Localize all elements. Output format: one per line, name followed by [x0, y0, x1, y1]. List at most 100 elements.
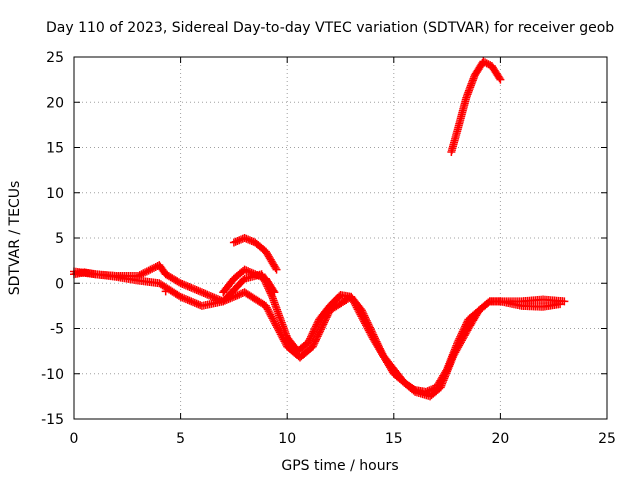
- data-point: [256, 272, 265, 281]
- data-point: [194, 286, 203, 295]
- data-point: [315, 328, 324, 337]
- data-point: [349, 296, 358, 305]
- data-point: [185, 283, 194, 292]
- data-point: [275, 328, 284, 337]
- data-point: [237, 235, 246, 244]
- data-point: [181, 281, 190, 290]
- data-point: [262, 303, 271, 312]
- series-track-b: [70, 267, 565, 401]
- data-point: [358, 314, 367, 323]
- data-point: [265, 308, 274, 317]
- data-point: [176, 292, 185, 301]
- data-point: [263, 305, 272, 314]
- data-point: [245, 236, 254, 245]
- data-point: [267, 312, 276, 321]
- data-point: [235, 290, 244, 299]
- data-point: [347, 292, 356, 301]
- data-point: [348, 294, 357, 303]
- y-tick-label: 25: [46, 50, 64, 66]
- data-point: [278, 333, 287, 342]
- data-point: [242, 234, 251, 243]
- data-point: [320, 318, 329, 327]
- data-point: [304, 338, 313, 347]
- data-point: [309, 340, 318, 349]
- data-point: [270, 317, 279, 326]
- data-point: [350, 299, 359, 308]
- x-tick-label: 0: [70, 431, 79, 447]
- series-track-f: [447, 57, 505, 157]
- data-point: [281, 339, 290, 348]
- x-tick-label: 20: [491, 431, 509, 447]
- data-point: [362, 322, 371, 331]
- data-point: [244, 235, 253, 244]
- data-point: [322, 313, 331, 322]
- data-point: [261, 301, 270, 310]
- data-point: [197, 288, 206, 297]
- data-point: [272, 321, 281, 330]
- data-point: [360, 317, 369, 326]
- data-point: [354, 306, 363, 315]
- data-point: [229, 238, 238, 247]
- data-point: [556, 300, 565, 309]
- data-point: [310, 339, 319, 348]
- data-point: [316, 327, 325, 336]
- data-point: [208, 292, 217, 301]
- data-point: [306, 334, 315, 343]
- data-point: [364, 326, 373, 335]
- y-tick-label: -5: [50, 322, 64, 338]
- data-point: [323, 311, 332, 320]
- data-point: [247, 237, 256, 246]
- data-point: [190, 285, 199, 294]
- x-tick-label: 25: [598, 431, 616, 447]
- data-point: [351, 301, 360, 310]
- data-point: [240, 234, 249, 242]
- data-point: [222, 295, 231, 304]
- data-point: [305, 336, 314, 345]
- chart-title: Day 110 of 2023, Sidereal Day-to-day VTE…: [46, 20, 614, 36]
- data-point: [313, 332, 322, 341]
- data-point: [233, 291, 242, 300]
- data-point: [242, 266, 251, 275]
- data-point: [264, 307, 273, 316]
- data-point: [192, 299, 201, 308]
- data-point: [201, 289, 210, 298]
- data-point: [205, 291, 214, 300]
- x-tick-label: 10: [278, 431, 296, 447]
- data-point: [189, 298, 198, 307]
- data-point: [161, 287, 170, 296]
- data-point: [266, 310, 275, 319]
- data-point: [196, 287, 205, 296]
- data-point: [139, 269, 148, 278]
- data-point: [178, 280, 187, 289]
- data-point: [307, 331, 316, 340]
- data-point: [352, 303, 361, 312]
- x-axis-label: GPS time / hours: [281, 458, 398, 474]
- data-point: [560, 297, 569, 306]
- data-point: [311, 337, 320, 346]
- data-point: [496, 75, 505, 84]
- data-point: [356, 310, 365, 319]
- data-point: [180, 294, 189, 303]
- data-point: [180, 280, 189, 289]
- data-point: [185, 296, 194, 305]
- data-point: [174, 278, 183, 287]
- data-point: [199, 289, 208, 298]
- y-axis-label: SDTVAR / TECUs: [7, 181, 23, 296]
- data-point: [317, 323, 326, 332]
- data-point: [268, 314, 277, 323]
- data-point: [194, 300, 203, 309]
- data-point: [146, 265, 155, 274]
- data-point: [318, 321, 327, 330]
- data-point: [273, 323, 282, 332]
- data-point: [321, 315, 330, 324]
- data-point: [149, 263, 158, 272]
- data-point: [210, 293, 219, 302]
- grid: [74, 57, 607, 419]
- data-point: [203, 290, 212, 299]
- data-point: [142, 267, 151, 276]
- data-point: [251, 270, 260, 279]
- data-point: [361, 321, 370, 330]
- data-point: [306, 332, 315, 341]
- data-point: [249, 269, 258, 278]
